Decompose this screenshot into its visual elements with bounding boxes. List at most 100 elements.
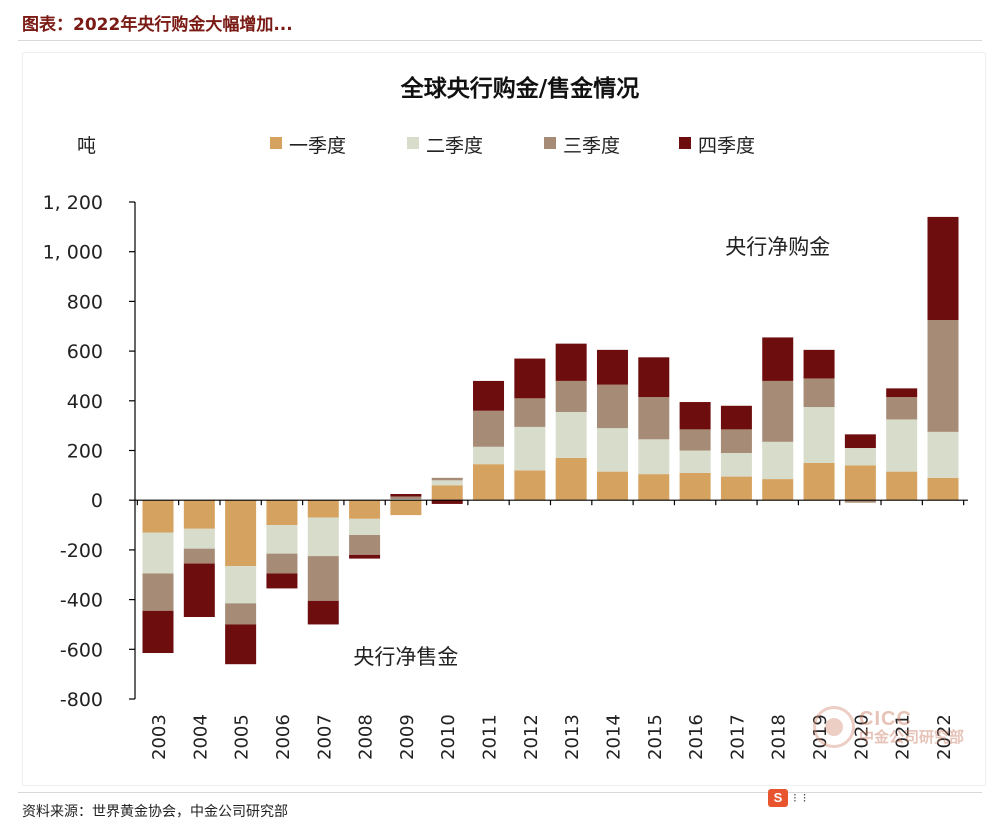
bar-segment <box>886 419 918 472</box>
bar-segment <box>514 470 546 501</box>
x-tick-label: 2020 <box>851 714 872 760</box>
bar-segment <box>638 357 670 398</box>
legend-swatch <box>407 137 419 149</box>
bar-segment <box>555 411 587 458</box>
bar-segment <box>390 496 422 499</box>
bar-segment <box>431 485 463 501</box>
chart-annotation: 央行净购金 <box>725 235 830 259</box>
bar-segment <box>720 405 752 430</box>
bar-segment <box>266 573 298 589</box>
x-tick-label: 2016 <box>686 714 707 760</box>
y-tick-label: 200 <box>67 441 103 463</box>
legend-label: 二季度 <box>426 135 483 157</box>
bar-segment <box>307 556 339 601</box>
bar-segment <box>720 429 752 453</box>
bar-segment <box>596 349 628 385</box>
bar-segment <box>927 216 959 321</box>
bar-segment <box>886 397 918 420</box>
bar-segment <box>762 380 794 442</box>
y-tick-label: 800 <box>67 291 103 313</box>
y-tick-label: 600 <box>67 341 103 363</box>
bar-segment <box>844 465 876 501</box>
bar-segment <box>349 500 381 519</box>
bar-segment <box>431 480 463 486</box>
y-tick-label: 400 <box>67 391 103 413</box>
bar-segment <box>266 525 298 554</box>
bar-segment <box>473 410 505 447</box>
bar-segment <box>183 563 215 617</box>
bar-segment <box>720 452 752 477</box>
y-axis-label: 吨 <box>77 135 96 157</box>
bar-segment <box>596 471 628 501</box>
bar-segment <box>596 384 628 429</box>
y-tick-label: 1, 200 <box>43 192 103 214</box>
bar-segment <box>844 448 876 466</box>
bar-segment <box>473 380 505 411</box>
x-tick-label: 2022 <box>934 714 955 760</box>
sogou-s-icon[interactable]: S <box>768 789 788 807</box>
source-divider <box>18 792 982 793</box>
legend-label: 三季度 <box>563 135 620 157</box>
x-tick-label: 2014 <box>603 714 624 760</box>
bar-segment <box>266 553 298 574</box>
watermark-brand: CICC <box>859 707 912 730</box>
x-tick-label: 2018 <box>769 714 790 760</box>
bar-segment <box>762 479 794 501</box>
bar-segment <box>679 429 711 451</box>
bar-segment <box>803 462 835 501</box>
bar-segment <box>803 349 835 379</box>
bar-segment <box>225 603 257 625</box>
x-tick-label: 2010 <box>438 714 459 760</box>
watermark-name: 中金公司研究部 <box>859 727 965 746</box>
bar-segment <box>679 402 711 430</box>
bar-segment <box>927 477 959 501</box>
bar-segment <box>844 434 876 449</box>
x-tick-label: 2008 <box>356 714 377 760</box>
bar-segment <box>720 476 752 501</box>
y-tick-label: -200 <box>60 540 103 562</box>
x-tick-label: 2017 <box>727 714 748 760</box>
bar-segment <box>183 500 215 529</box>
y-tick-label: 0 <box>91 490 103 512</box>
x-tick-label: 2012 <box>521 714 542 760</box>
bar-segment <box>803 378 835 408</box>
bar-segment <box>142 610 174 654</box>
chart-frame <box>22 52 986 786</box>
cicc-logo-icon <box>813 706 855 748</box>
x-tick-label: 2004 <box>190 714 211 760</box>
chart-title: 全球央行购金/售金情况 <box>400 75 639 102</box>
bar-segment <box>638 474 670 501</box>
x-tick-label: 2005 <box>232 714 253 760</box>
bar-segment <box>514 358 546 399</box>
bar-segment <box>142 500 174 533</box>
x-tick-label: 2011 <box>480 714 501 760</box>
bar-segment <box>638 397 670 440</box>
corner-badge[interactable]: S ⁝ ⁝ <box>768 789 807 807</box>
bar-segment <box>183 528 215 549</box>
x-tick-label: 2007 <box>314 714 335 760</box>
bar-segment <box>390 493 422 497</box>
bar-segment <box>762 337 794 381</box>
bar-segment <box>555 343 587 381</box>
bar-segment <box>225 566 257 604</box>
bar-segment <box>886 388 918 398</box>
x-tick-label: 2006 <box>273 714 294 760</box>
y-tick-label: -800 <box>60 689 103 711</box>
bar-segment <box>679 472 711 501</box>
y-tick-label: -600 <box>60 639 103 661</box>
legend-swatch <box>679 137 691 149</box>
bar-segment <box>473 464 505 501</box>
source-note: 资料来源：世界黄金协会，中金公司研究部 <box>22 804 288 820</box>
bar-segment <box>349 554 381 559</box>
x-tick-label: 2003 <box>149 714 170 760</box>
more-dots-icon[interactable]: ⁝ ⁝ <box>793 791 808 805</box>
bar-segment <box>349 534 381 555</box>
x-tick-label: 2009 <box>397 714 418 760</box>
bar-segment <box>555 380 587 412</box>
bar-segment <box>183 548 215 564</box>
chart-annotation: 央行净售金 <box>353 645 458 669</box>
bar-segment <box>225 500 257 567</box>
bar-segment <box>349 518 381 535</box>
bar-segment <box>307 600 339 625</box>
